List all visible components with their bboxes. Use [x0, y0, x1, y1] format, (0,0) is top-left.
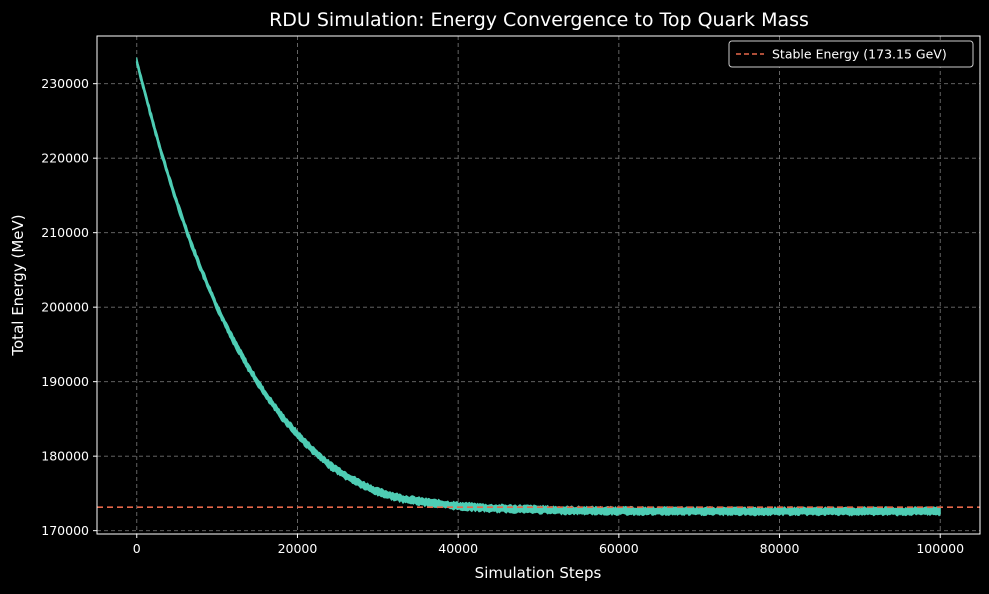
y-tick-label: 170000 — [41, 523, 89, 538]
chart-title: RDU Simulation: Energy Convergence to To… — [269, 9, 809, 31]
x-tick-label: 40000 — [438, 541, 478, 556]
x-axis-label: Simulation Steps — [475, 564, 602, 582]
y-tick-label: 180000 — [41, 449, 89, 464]
energy-series-band — [136, 57, 941, 517]
x-tick-label: 20000 — [278, 541, 318, 556]
x-tick-label: 80000 — [760, 541, 800, 556]
plot-area-frame — [96, 35, 981, 535]
y-tick-label: 230000 — [41, 76, 89, 91]
series-layer — [97, 57, 980, 517]
y-tick-label: 210000 — [41, 225, 89, 240]
legend: Stable Energy (173.15 GeV) — [728, 40, 974, 68]
legend-box — [728, 40, 974, 68]
x-tick-label: 100000 — [916, 541, 964, 556]
x-tick-label: 60000 — [599, 541, 639, 556]
y-tick-label: 220000 — [41, 151, 89, 166]
energy-series-line — [135, 61, 941, 513]
y-axis-label: Total Energy (MeV) — [9, 214, 27, 356]
grid-layer — [97, 36, 980, 534]
y-tick-label: 200000 — [41, 300, 89, 315]
y-tick-label: 190000 — [41, 374, 89, 389]
tick-layer: 0 20000 40000 60000 80000 100000 170000 180000 1… — [41, 76, 964, 556]
legend-label-stable-energy: Stable Energy (173.15 GeV) — [772, 47, 947, 62]
x-tick-label: 0 — [133, 541, 141, 556]
